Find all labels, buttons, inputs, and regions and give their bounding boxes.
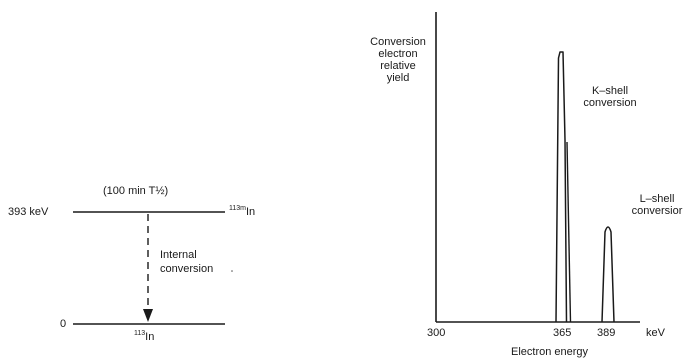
- stray-dot: [231, 270, 233, 272]
- y-axis-label-line: relative: [380, 60, 416, 72]
- x-axis-unit: keV: [646, 327, 665, 339]
- ground-level-energy-label: 0: [60, 318, 67, 330]
- l-shell-label-line: L–shell: [639, 193, 675, 205]
- ground-isotope-label: 113In: [134, 330, 155, 343]
- x-axis-label: Electron energy: [511, 346, 589, 358]
- y-axis-label: Conversion electron relative yield: [362, 36, 434, 84]
- tick-label-300: 300: [427, 327, 446, 339]
- transition-arrowhead: [143, 309, 153, 322]
- transition-label-line2: conversion: [160, 263, 214, 275]
- l-shell-label-line: conversior: [631, 205, 683, 217]
- k-shell-secondary-line: [566, 141, 572, 323]
- y-axis-label-line: electron: [378, 48, 418, 60]
- upper-isotope-mass: 113m: [229, 205, 246, 212]
- ground-isotope-mass: 113: [134, 330, 146, 337]
- transition-label-line1: Internal: [160, 249, 197, 261]
- tick-label-389: 389: [597, 327, 616, 339]
- k-shell-label-line: conversion: [583, 97, 637, 109]
- ground-isotope-symbol: In: [145, 331, 155, 343]
- upper-level-energy-label: 393 keV: [8, 206, 49, 218]
- y-axis-label-line: Conversion: [370, 36, 426, 48]
- l-shell-peak: [601, 226, 615, 323]
- upper-isotope-label: 113mIn: [229, 205, 256, 218]
- k-shell-peak: [555, 51, 568, 323]
- y-axis-label-line: yield: [386, 72, 410, 84]
- k-shell-label-line: K–shell: [591, 85, 629, 97]
- half-life-label: (100 min T½): [103, 185, 169, 197]
- upper-isotope-symbol: In: [246, 206, 256, 218]
- tick-label-365: 365: [553, 327, 572, 339]
- k-shell-label: K–shell conversion: [575, 85, 645, 109]
- l-shell-label: L–shell conversior: [622, 193, 684, 217]
